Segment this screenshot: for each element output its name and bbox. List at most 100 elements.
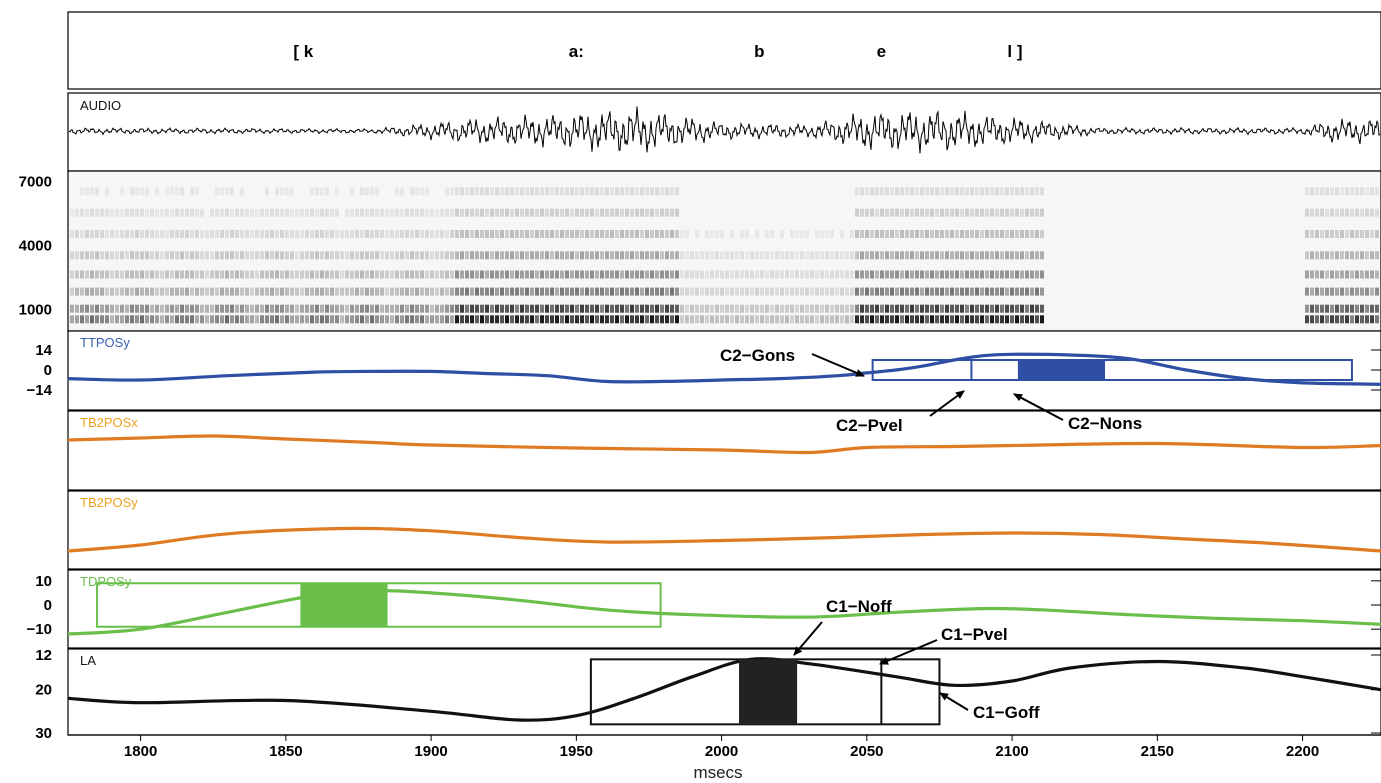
spectrogram-cell — [145, 304, 149, 313]
spectrogram-cell — [660, 304, 664, 313]
spectrogram-cell — [810, 251, 814, 260]
spectrogram-cell — [625, 187, 629, 196]
spectrogram-cell — [855, 230, 859, 238]
spectrogram-cell — [360, 208, 364, 217]
spectrogram-cell — [1020, 230, 1024, 238]
spectrogram-cell — [740, 287, 744, 296]
spectrogram-cell — [455, 230, 459, 238]
spectrogram-cell — [920, 287, 924, 296]
spectrogram-cell — [905, 315, 909, 324]
spectrogram-cell — [765, 230, 769, 238]
spectrogram-cell — [445, 208, 449, 217]
spectrogram-cell — [140, 315, 144, 324]
spectrogram-cell — [660, 251, 664, 260]
spectrogram-cell — [115, 287, 119, 296]
spectrogram-cell — [805, 270, 809, 279]
spectrogram-cell — [940, 251, 944, 260]
spectrogram-cell — [590, 315, 594, 324]
spectrogram-cell — [390, 230, 394, 238]
spectrogram-cell — [965, 304, 969, 313]
spectrogram-cell — [695, 304, 699, 313]
spectrogram-cell — [470, 270, 474, 279]
spectrogram-cell — [780, 230, 784, 238]
spectrogram-cell — [1335, 187, 1339, 196]
spectrogram-cell — [495, 304, 499, 313]
spectrogram-cell — [640, 315, 644, 324]
spectrogram-cell — [1005, 187, 1009, 196]
spectrogram-cell — [1005, 315, 1009, 324]
segment-tier — [67, 11, 1381, 90]
spectrogram-cell — [865, 304, 869, 313]
spectrogram-cell — [515, 187, 519, 196]
spectrogram-cell — [1315, 315, 1319, 324]
spectrogram-cell — [650, 315, 654, 324]
spectrogram-cell — [840, 270, 844, 279]
spectrogram-cell — [325, 270, 329, 279]
spectrogram-cell — [870, 208, 874, 217]
spectrogram-cell — [300, 251, 304, 260]
spectrogram-cell — [605, 251, 609, 260]
spectrogram-cell — [265, 187, 269, 196]
spectrogram-cell — [985, 287, 989, 296]
spectrogram-cell — [675, 287, 679, 296]
spectrogram-cell — [335, 304, 339, 313]
spectrogram-cell — [1025, 251, 1029, 260]
spectrogram-cell — [435, 315, 439, 324]
spectrogram-cell — [70, 304, 74, 313]
spectrogram-cell — [225, 304, 229, 313]
spectrogram-cell — [265, 230, 269, 238]
spectrogram-cell — [200, 304, 204, 313]
spectrogram-cell — [200, 315, 204, 324]
annotation-c1-goff: C1−Goff — [973, 703, 1040, 722]
spectrogram-cell — [660, 187, 664, 196]
spectrogram-cell — [465, 187, 469, 196]
spectrogram-cell — [1345, 187, 1349, 196]
spectrogram-cell — [1005, 270, 1009, 279]
spectrogram-cell — [280, 315, 284, 324]
spectrogram-cell — [145, 208, 149, 217]
spectrogram-cell — [475, 315, 479, 324]
spectrogram-cell — [165, 251, 169, 260]
spectrogram-cell — [1025, 270, 1029, 279]
spectrogram-cell — [70, 287, 74, 296]
spectrogram-cell — [495, 270, 499, 279]
spectrogram-cell — [960, 230, 964, 238]
spectrogram-cell — [765, 270, 769, 279]
spectrogram-cell — [210, 304, 214, 313]
spectrogram-cell — [420, 315, 424, 324]
spectrogram-cell — [1365, 230, 1369, 238]
audio-waveform — [68, 106, 1381, 154]
spectrogram-cell — [390, 251, 394, 260]
spectrogram-cell — [185, 251, 189, 260]
spectrogram-cell — [450, 270, 454, 279]
spectrogram-cell — [710, 270, 714, 279]
spectrogram-cell — [100, 304, 104, 313]
spectrogram-cell — [625, 287, 629, 296]
spectrogram-cell — [895, 315, 899, 324]
spectrogram-cell — [695, 270, 699, 279]
spectrogram-cell — [880, 208, 884, 217]
spectrogram-cell — [655, 315, 659, 324]
spectrogram-cell — [135, 287, 139, 296]
spectrogram-cell — [325, 208, 329, 217]
spectrogram-cell — [1365, 251, 1369, 260]
spectrogram-cell — [745, 287, 749, 296]
spectrogram-cell — [315, 230, 319, 238]
spectrogram-cell — [545, 230, 549, 238]
spectrogram-cell — [330, 315, 334, 324]
spectrogram-cell — [765, 251, 769, 260]
spectrogram-cell — [935, 270, 939, 279]
spectrogram-cell — [990, 315, 994, 324]
spectrogram-cell — [760, 251, 764, 260]
spectrogram-cell — [930, 270, 934, 279]
spectrogram-cell — [460, 287, 464, 296]
spectrogram-cell — [90, 230, 94, 238]
spectrogram-cell — [260, 304, 264, 313]
spectrogram-cell — [240, 230, 244, 238]
spectrogram-cell — [1000, 208, 1004, 217]
spectrogram-cell — [1315, 304, 1319, 313]
spectrogram-cell — [915, 287, 919, 296]
spectrogram-cell — [155, 304, 159, 313]
spectrogram-cell — [915, 187, 919, 196]
spectrogram-cell — [1360, 208, 1364, 217]
